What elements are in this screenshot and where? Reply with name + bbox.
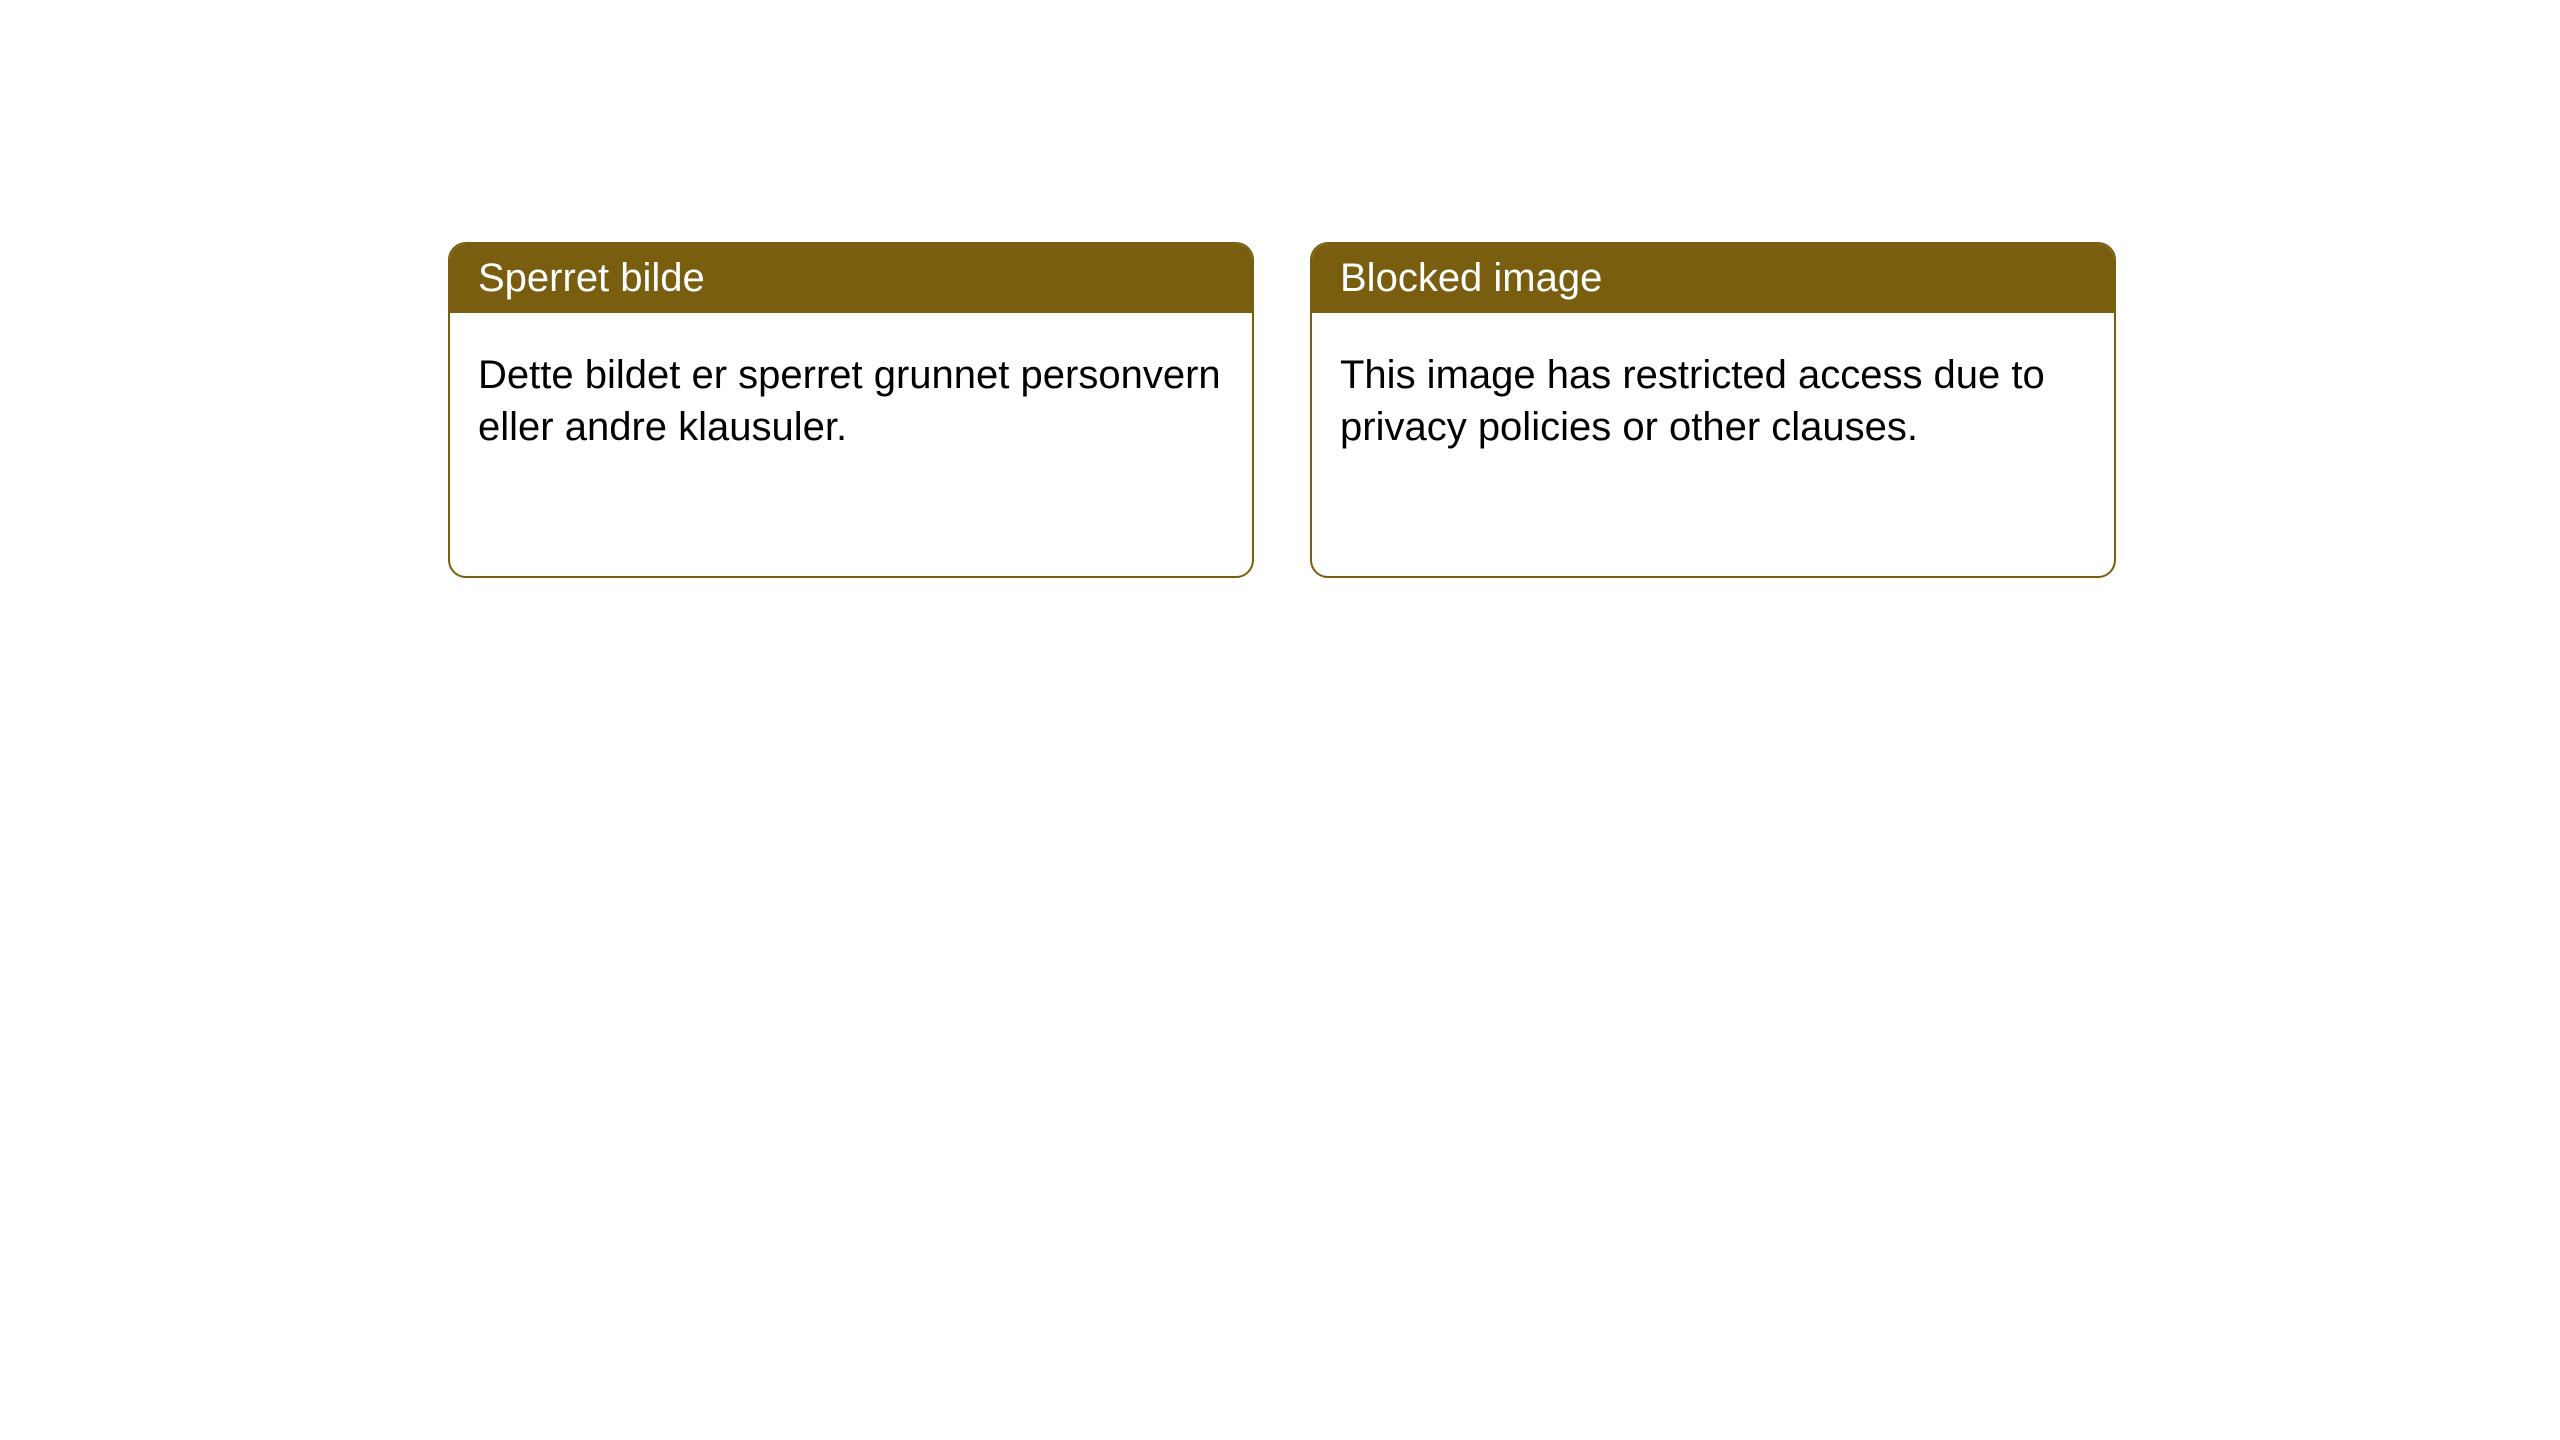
notice-title: Sperret bilde — [478, 256, 705, 300]
notice-body: This image has restricted access due to … — [1312, 313, 2114, 489]
notice-container: Sperret bilde Dette bildet er sperret gr… — [448, 242, 2116, 578]
notice-message: Dette bildet er sperret grunnet personve… — [478, 353, 1221, 449]
notice-card-english: Blocked image This image has restricted … — [1310, 242, 2116, 578]
notice-title: Blocked image — [1340, 256, 1602, 300]
notice-card-norwegian: Sperret bilde Dette bildet er sperret gr… — [448, 242, 1254, 578]
notice-message: This image has restricted access due to … — [1340, 353, 2045, 449]
notice-header: Sperret bilde — [450, 244, 1252, 313]
notice-body: Dette bildet er sperret grunnet personve… — [450, 313, 1252, 489]
notice-header: Blocked image — [1312, 244, 2114, 313]
